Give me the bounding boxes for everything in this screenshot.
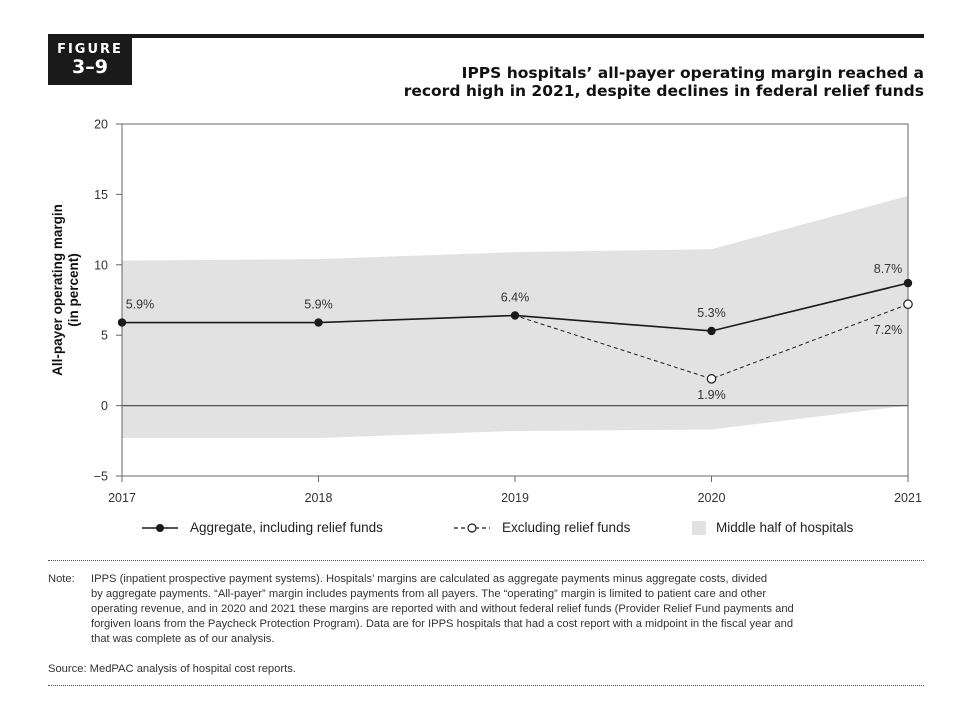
legend-label-excluding: Excluding relief funds [502,520,631,535]
data-label-aggregate: 5.9% [126,298,155,312]
point-excluding [706,374,717,384]
chart-title-line-1: IPPS hospitals’ all-payer operating marg… [461,64,924,82]
x-tick-label: 2020 [698,491,726,505]
divider-bottom [48,685,924,686]
point-excluding [903,299,913,310]
y-axis-label-unit: (in percent) [66,253,81,327]
y-tick-label: 0 [101,399,108,413]
top-rule [48,34,924,38]
y-tick-label: 10 [94,258,108,272]
legend-item-band: Middle half of hospitals [692,520,853,535]
x-tick-label: 2018 [305,491,333,505]
x-tick-label: 2017 [108,491,136,505]
note-text: IPPS (inpatient prospective payment syst… [91,572,921,647]
legend-dashed-marker-icon [454,522,490,533]
figure-badge: FIGURE 3–9 [48,38,132,85]
legend-solid-marker-icon [142,523,178,532]
data-label-excluding: 1.9% [697,388,726,402]
y-tick-label: 15 [94,188,108,202]
data-label-aggregate: 8.7% [874,262,903,276]
figure-label: FIGURE [57,42,123,57]
point-aggregate [707,326,716,336]
legend-item-aggregate: Aggregate, including relief funds [140,520,383,535]
chart-title-line-2: record high in 2021, despite declines in… [403,82,924,100]
divider-top [48,560,924,561]
data-label-aggregate: 5.9% [304,298,333,312]
x-tick-label: 2021 [894,491,922,505]
legend-item-excluding: Excluding relief funds [452,520,630,535]
point-aggregate [903,278,913,288]
x-tick-label: 2019 [501,491,529,505]
note-label: Note: [48,573,75,585]
figure-number: 3–9 [72,56,108,78]
data-label-aggregate: 5.3% [697,306,726,320]
legend-band-swatch [692,520,706,535]
note-line: by aggregate payments. “All-payer” margi… [91,588,767,600]
legend-label-aggregate: Aggregate, including relief funds [190,520,383,535]
chart-title: IPPS hospitals’ all-payer operating marg… [364,64,924,100]
point-aggregate [314,318,323,327]
source: Source: MedPAC analysis of hospital cost… [48,663,296,675]
note-line: operating revenue, and in 2020 and 2021 … [91,603,794,615]
data-label-excluding: 7.2% [874,323,903,337]
y-tick-label: 20 [94,118,108,132]
point-aggregate [510,311,520,320]
y-axis-label: All-payer operating margin [50,204,65,376]
data-label-aggregate: 6.4% [501,290,530,304]
note-line: forgiven loans from the Paycheck Protect… [91,618,794,630]
note-line: IPPS (inpatient prospective payment syst… [91,573,768,585]
point-aggregate [117,318,127,327]
note-line: that was complete as of our analysis. [91,633,275,645]
legend-label-band: Middle half of hospitals [716,520,854,535]
y-tick-label: −5 [94,470,108,484]
y-tick-label: 5 [101,329,108,343]
